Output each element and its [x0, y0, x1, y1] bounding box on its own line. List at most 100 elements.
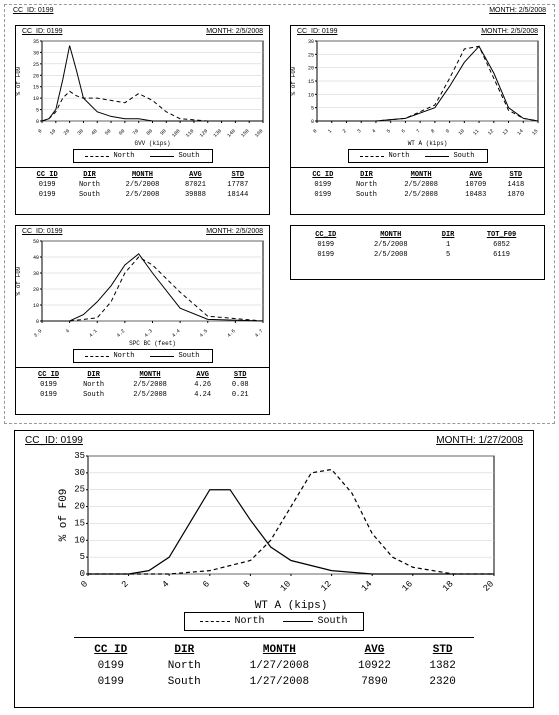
svg-text:50: 50 — [33, 239, 39, 245]
svg-text:30: 30 — [33, 50, 39, 56]
svg-text:20: 20 — [74, 502, 85, 512]
svg-text:WT A (kips): WT A (kips) — [255, 600, 328, 610]
panel-spcbc-chart: 010203040503.944.14.24.34.44.54.64.7SPC … — [16, 237, 269, 347]
svg-text:10: 10 — [33, 96, 39, 102]
svg-text:20: 20 — [481, 579, 496, 594]
svg-text:13: 13 — [501, 128, 509, 136]
legend-north-line — [360, 156, 384, 157]
bottom-header: CC_ID: 0199 MONTH: 1/27/2008 — [15, 431, 533, 450]
svg-text:10: 10 — [308, 92, 314, 98]
svg-text:160: 160 — [254, 128, 265, 139]
big-month: 1/27/2008 — [479, 435, 524, 446]
svg-text:20: 20 — [33, 73, 39, 79]
p2-cc-label: CC_ID: — [297, 28, 320, 35]
svg-text:% of F09: % of F09 — [16, 266, 22, 295]
legend-south-label: South — [178, 152, 199, 160]
wta-stats-table: CC IDDIRMONTHAVGSTD0199North2/5/20081070… — [301, 170, 534, 200]
spcbc-chart-svg: 010203040503.944.14.24.34.44.54.64.7SPC … — [16, 237, 269, 347]
svg-text:4.3: 4.3 — [143, 328, 154, 339]
svg-text:40: 40 — [33, 255, 39, 261]
panel-wta-stats: CC IDDIRMONTHAVGSTD0199North2/5/20081070… — [291, 167, 544, 206]
svg-text:80: 80 — [145, 128, 153, 136]
legend-north-label: North — [388, 152, 409, 160]
legend-south-line — [150, 156, 174, 157]
svg-text:2: 2 — [342, 128, 348, 134]
top-report-frame: CC_ID: 0199 MONTH: 2/5/2008 CC_ID: 0199 … — [4, 4, 555, 424]
legend-south-label: South — [317, 616, 347, 627]
svg-text:0: 0 — [36, 319, 39, 325]
legend-north-label: North — [234, 616, 264, 627]
svg-text:4: 4 — [65, 328, 71, 334]
p1-cc-id: 0199 — [47, 28, 63, 35]
svg-text:10: 10 — [49, 128, 57, 136]
svg-text:35: 35 — [33, 39, 39, 45]
svg-text:14: 14 — [516, 128, 524, 136]
svg-text:30: 30 — [76, 128, 84, 136]
legend-south-label: South — [178, 352, 199, 360]
big-month-label: MONTH: — [436, 435, 475, 446]
svg-text:20: 20 — [308, 66, 314, 72]
svg-text:15: 15 — [74, 518, 85, 528]
big-chart-area: 0510152025303502468101214161820WT A (kip… — [44, 450, 504, 610]
svg-text:12: 12 — [319, 579, 334, 594]
svg-text:0: 0 — [311, 119, 314, 125]
p1-cc-label: CC_ID: — [22, 28, 45, 35]
p2-cc-id: 0199 — [322, 28, 338, 35]
svg-text:% of F09: % of F09 — [16, 66, 22, 95]
svg-text:7: 7 — [415, 128, 421, 134]
svg-text:10: 10 — [33, 303, 39, 309]
gvv-chart-svg: 0510152025303501020304050607080901001101… — [16, 37, 269, 147]
svg-text:4.1: 4.1 — [88, 328, 99, 339]
svg-text:0: 0 — [79, 579, 90, 590]
svg-text:0: 0 — [37, 128, 43, 134]
svg-text:6: 6 — [201, 579, 212, 590]
panel-gvv: CC_ID: 0199 MONTH: 2/5/2008 051015202530… — [15, 25, 270, 215]
svg-text:25: 25 — [308, 52, 314, 58]
legend-north-label: North — [113, 352, 134, 360]
svg-text:2: 2 — [120, 579, 131, 590]
big-chart-svg: 0510152025303502468101214161820WT A (kip… — [44, 450, 504, 610]
svg-text:10: 10 — [457, 128, 465, 136]
svg-text:1: 1 — [327, 128, 333, 134]
big-cc-label: CC_ID: — [25, 435, 58, 446]
svg-text:12: 12 — [487, 128, 495, 136]
big-stats: CC IDDIRMONTHAVGSTD0199North1/27/2008109… — [74, 637, 474, 690]
svg-text:30: 30 — [74, 468, 85, 478]
top-cc-label: CC_ID: — [13, 7, 36, 14]
svg-text:10: 10 — [278, 579, 293, 594]
panel-spcbc-header: CC_ID: 0199 MONTH: 2/5/2008 — [16, 226, 269, 237]
p3-cc-id: 0199 — [47, 228, 63, 235]
svg-text:15: 15 — [33, 85, 39, 91]
svg-text:3: 3 — [356, 128, 362, 134]
svg-text:15: 15 — [308, 79, 314, 85]
svg-text:14: 14 — [360, 579, 375, 594]
svg-text:WT A (kips): WT A (kips) — [408, 140, 448, 147]
svg-text:20: 20 — [63, 128, 71, 136]
svg-text:% of F09: % of F09 — [58, 489, 70, 542]
svg-text:4.6: 4.6 — [226, 328, 237, 339]
svg-text:30: 30 — [308, 39, 314, 45]
svg-text:4.4: 4.4 — [171, 328, 182, 339]
panel-spcbc-stats: CC IDDIRMONTHAVGSTD0199North2/5/20084.26… — [16, 367, 269, 406]
legend-north-line — [85, 156, 109, 157]
big-stats-table: CC IDDIRMONTHAVGSTD0199North1/27/2008109… — [74, 642, 474, 690]
big-legend: North South — [184, 612, 364, 631]
svg-text:0: 0 — [80, 569, 85, 579]
svg-text:10: 10 — [74, 535, 85, 545]
top-cc-id: 0199 — [38, 7, 54, 14]
svg-text:5: 5 — [80, 552, 85, 562]
legend-north-line — [85, 356, 109, 357]
svg-text:4: 4 — [371, 128, 377, 134]
p3-month-label: MONTH: — [206, 228, 234, 235]
top-month: 2/5/2008 — [519, 7, 546, 14]
wta-chart-svg: 0510152025300123456789101112131415WT A (… — [291, 37, 544, 147]
svg-text:90: 90 — [159, 128, 167, 136]
svg-text:16: 16 — [400, 579, 415, 594]
bottom-report-frame: CC_ID: 0199 MONTH: 1/27/2008 05101520253… — [14, 430, 534, 708]
p3-month: 2/5/2008 — [236, 228, 263, 235]
svg-text:GVV (kips): GVV (kips) — [134, 140, 170, 147]
panel-spcbc-legend: North South — [73, 349, 213, 363]
svg-text:30: 30 — [33, 271, 39, 277]
legend-south-label: South — [453, 152, 474, 160]
panel-wta-header: CC_ID: 0199 MONTH: 2/5/2008 — [291, 26, 544, 37]
